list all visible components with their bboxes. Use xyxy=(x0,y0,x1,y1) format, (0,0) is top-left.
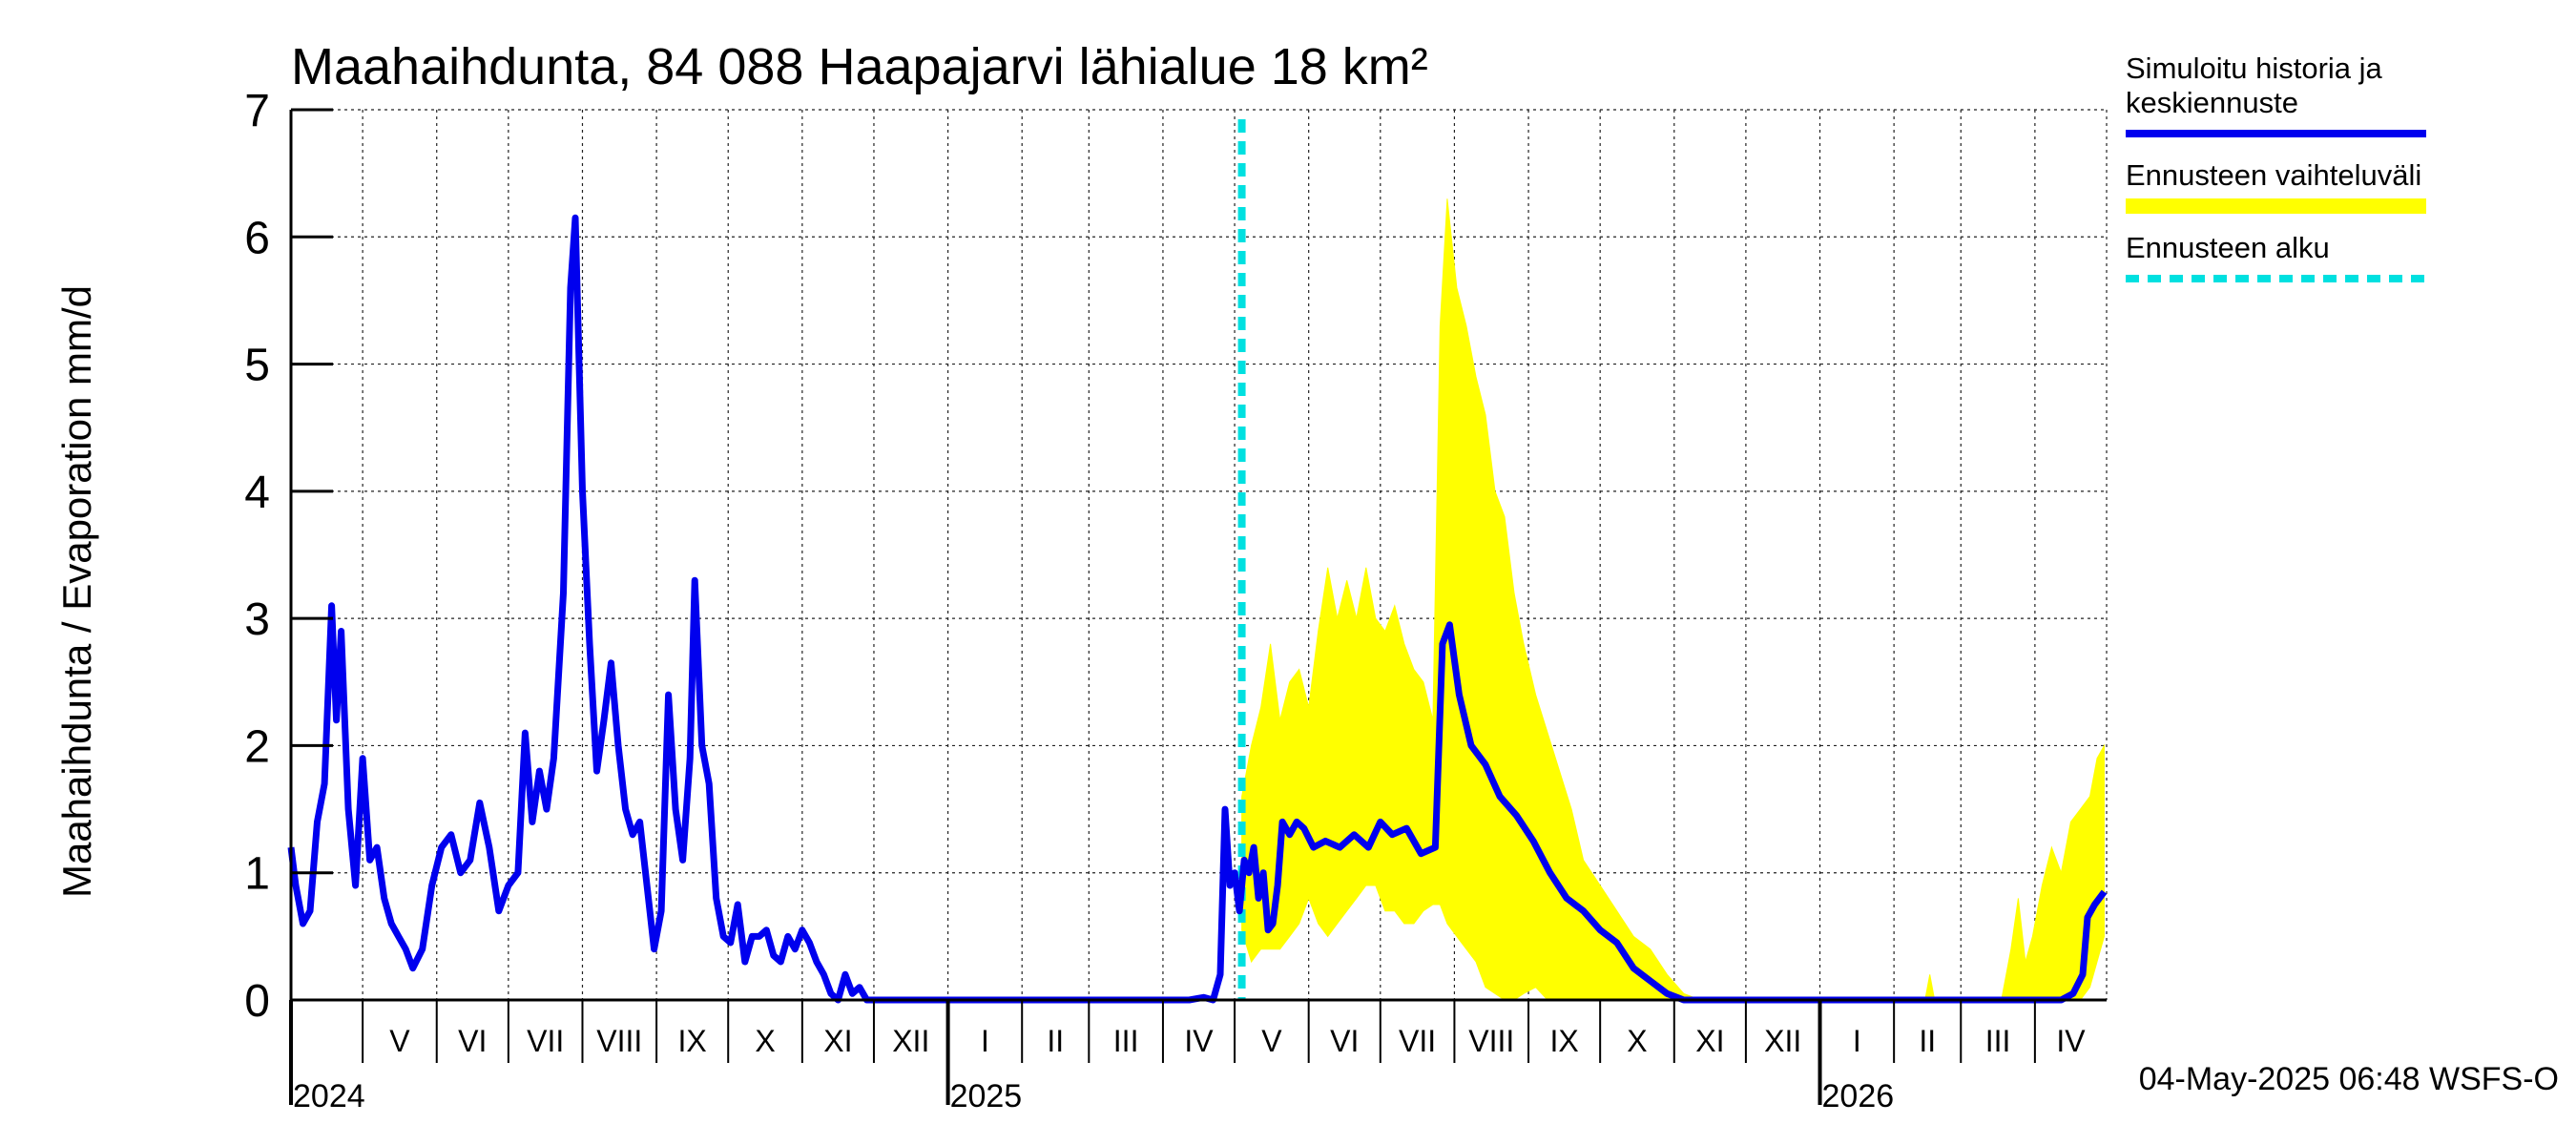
month-label: XII xyxy=(892,1024,929,1058)
forecast-band-area xyxy=(1241,198,2105,1001)
month-label: III xyxy=(1985,1024,2011,1058)
month-label: I xyxy=(981,1024,989,1058)
month-label: V xyxy=(1261,1024,1282,1058)
month-label: II xyxy=(1047,1024,1064,1058)
y-tick-label: 2 xyxy=(244,721,270,772)
series-line-simulated xyxy=(287,214,2108,1004)
month-label: VI xyxy=(458,1024,487,1058)
x-axis-labels: V VI VII VIII IX X XI XII I II III IV V VI VII VIII IX X X… xyxy=(293,1024,2086,1114)
month-label: VIII xyxy=(596,1024,642,1058)
month-label: IV xyxy=(1184,1024,1214,1058)
month-label: VI xyxy=(1330,1024,1359,1058)
month-label: VII xyxy=(1399,1024,1436,1058)
y-axis-labels: 0 1 2 3 4 5 6 7 xyxy=(244,86,270,1027)
month-label: X xyxy=(1627,1024,1647,1058)
y-axis-title: Maahaihdunta / Evaporation mm/d xyxy=(54,285,99,898)
month-label: X xyxy=(755,1024,775,1058)
legend-label: keskiennuste xyxy=(2126,86,2298,119)
legend-label: Simuloitu historia ja xyxy=(2126,52,2383,85)
y-tick-label: 0 xyxy=(244,976,270,1027)
y-tick-label: 4 xyxy=(244,468,270,518)
y-tick-label: 5 xyxy=(244,341,270,391)
axes xyxy=(289,108,2107,1105)
legend-label: Ennusteen alku xyxy=(2126,231,2330,264)
legend-label: Ennusteen vaihteluväli xyxy=(2126,158,2421,192)
month-label: III xyxy=(1113,1024,1139,1058)
month-label: VII xyxy=(527,1024,564,1058)
month-label: IV xyxy=(2056,1024,2086,1058)
month-label: XI xyxy=(1695,1024,1724,1058)
y-tick-label: 3 xyxy=(244,594,270,645)
month-label: VIII xyxy=(1468,1024,1514,1058)
month-label: XI xyxy=(823,1024,852,1058)
series-layer xyxy=(287,214,2108,1004)
year-label: 2025 xyxy=(950,1078,1023,1114)
forecast-range-band xyxy=(1241,198,2105,1001)
chart-title: Maahaihdunta, 84 088 Haapajarvi lähialue… xyxy=(291,38,1428,95)
year-label: 2026 xyxy=(1822,1078,1895,1114)
month-label: I xyxy=(1853,1024,1861,1058)
y-tick-label: 7 xyxy=(244,86,270,136)
month-label: IX xyxy=(1549,1024,1578,1058)
year-label: 2024 xyxy=(293,1078,365,1114)
timestamp-footer: 04-May-2025 06:48 WSFS-O xyxy=(2139,1061,2559,1097)
y-tick-label: 1 xyxy=(244,849,270,900)
month-label: II xyxy=(1919,1024,1936,1058)
month-label: V xyxy=(389,1024,410,1058)
y-tick-label: 6 xyxy=(244,213,270,263)
month-label: IX xyxy=(678,1024,707,1058)
month-label: XII xyxy=(1764,1024,1801,1058)
